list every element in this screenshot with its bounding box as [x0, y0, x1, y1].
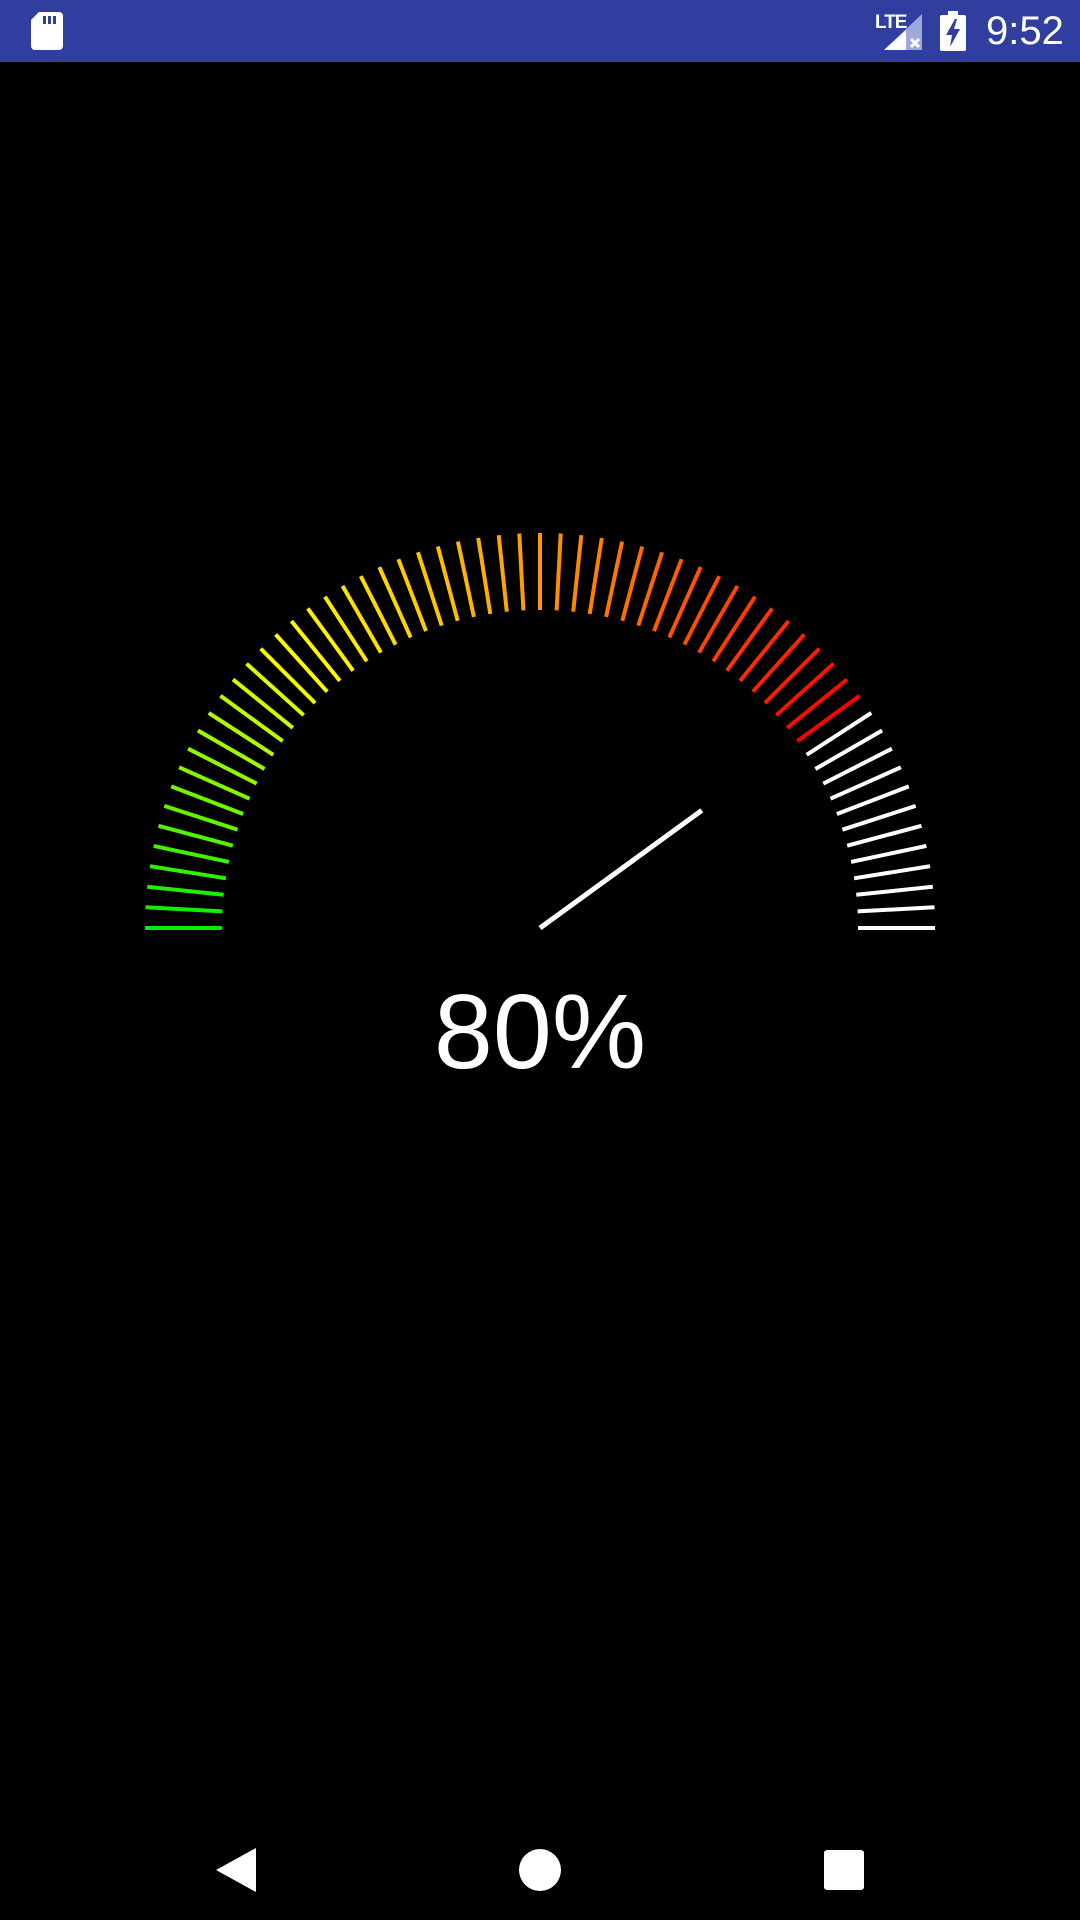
gauge-tick	[846, 823, 923, 848]
gauge-tick	[751, 633, 806, 694]
gauge-tick	[476, 537, 493, 615]
status-clock: 9:52	[986, 9, 1064, 53]
gauge-tick	[587, 537, 604, 615]
gauge-tick	[774, 662, 835, 717]
gauge-tick	[711, 595, 757, 663]
gauge-tick	[153, 843, 230, 864]
navigation-bar	[0, 1820, 1080, 1920]
gauge-tick	[738, 619, 791, 683]
gauge-tick	[517, 533, 526, 611]
gauge-tick	[636, 551, 665, 627]
gauge-tick	[697, 584, 740, 654]
gauge-tick	[196, 728, 266, 771]
gauge-tick	[682, 575, 722, 646]
gauge-tick	[496, 534, 509, 612]
gauge-tick	[170, 784, 244, 816]
gauge-tick	[157, 823, 234, 848]
gauge-tick	[857, 905, 935, 914]
gauge-tick	[856, 884, 934, 897]
gauge-tick	[396, 558, 428, 632]
gauge-tick	[219, 694, 284, 743]
gauge-tick	[554, 533, 563, 611]
gauge-value-text: 80%	[433, 973, 647, 1091]
gauge-tick	[836, 784, 910, 816]
gauge-tick	[231, 677, 295, 730]
gauge-tick	[306, 607, 355, 672]
gauge-tick	[796, 694, 861, 743]
gauge-tick	[850, 843, 927, 864]
gauge-tick	[652, 558, 684, 632]
gauge-tick	[725, 607, 774, 672]
gauge-tick	[415, 551, 444, 627]
sd-card-icon	[31, 12, 63, 50]
gauge-tick	[178, 765, 251, 801]
battery-charging-icon	[940, 11, 966, 51]
gauge-tick	[358, 575, 398, 646]
gauge-tick	[853, 864, 931, 881]
gauge-tick	[620, 545, 645, 622]
gauge	[145, 533, 935, 931]
gauge-tick	[435, 545, 460, 622]
gauge-needle	[538, 808, 704, 931]
gauge-tick	[667, 566, 703, 639]
gauge-tick	[323, 595, 369, 663]
gauge-tick	[604, 541, 625, 618]
gauge-tick	[571, 534, 584, 612]
gauge-tick	[163, 803, 239, 832]
gauge-tick	[245, 662, 306, 717]
gauge-tick	[187, 746, 258, 786]
gauge-tick	[814, 728, 884, 771]
gauge-tick	[829, 765, 902, 801]
gauge-tick	[822, 746, 893, 786]
back-icon[interactable]	[206, 1840, 266, 1900]
status-bar: LTE 9:52	[0, 0, 1080, 62]
gauge-screen: 80%	[0, 62, 1080, 1820]
network-type-label: LTE	[875, 12, 908, 33]
home-icon[interactable]	[510, 1840, 570, 1900]
gauge-tick	[377, 566, 413, 639]
signal-icon	[884, 14, 922, 50]
gauge-tick	[259, 647, 317, 705]
gauge-tick	[207, 711, 275, 757]
gauge-tick	[145, 905, 223, 914]
gauge-tick	[785, 677, 849, 730]
gauge-tick	[841, 803, 917, 832]
gauge-tick	[340, 584, 383, 654]
gauge-tick	[455, 541, 476, 618]
gauge-tick	[274, 633, 329, 694]
gauge-tick	[149, 864, 227, 881]
gauge-tick	[763, 647, 821, 705]
gauge-tick	[805, 711, 873, 757]
gauge-tick	[289, 619, 342, 683]
gauge-tick	[146, 884, 224, 897]
recents-icon[interactable]	[814, 1840, 874, 1900]
